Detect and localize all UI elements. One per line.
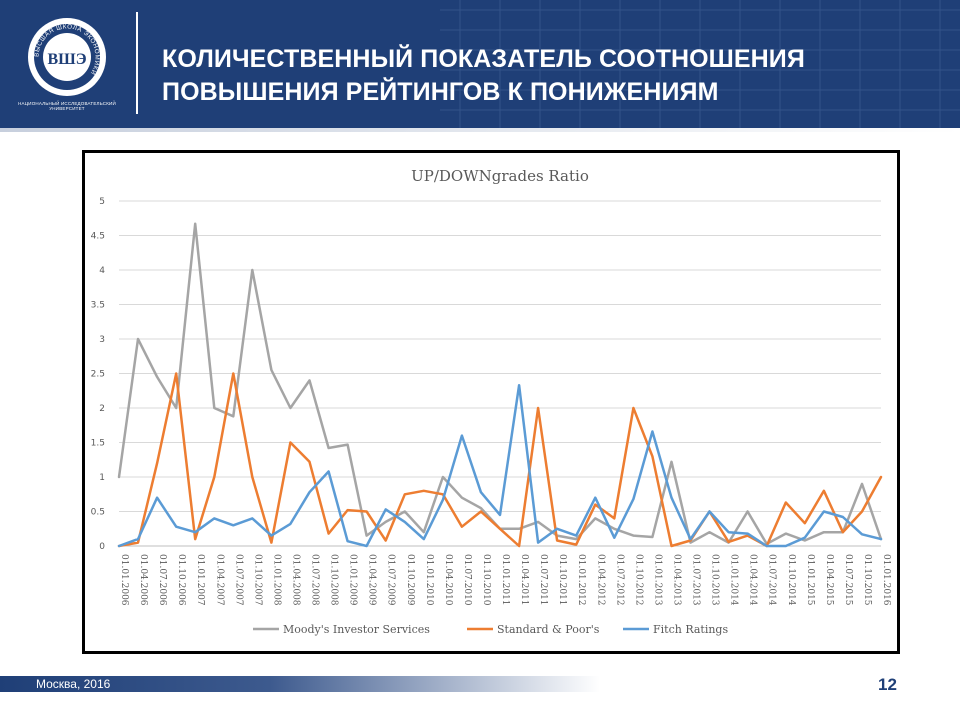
x-tick-label: 01.10.2011 (557, 554, 567, 606)
y-tick-label: 3.5 (91, 301, 105, 311)
x-tick-label: 01.10.2008 (329, 554, 339, 606)
x-tick-label: 01.04.2012 (595, 554, 605, 606)
x-tick-label: 01.04.2007 (214, 554, 224, 606)
y-tick-label: 4 (99, 266, 105, 276)
y-tick-label: 1.5 (91, 439, 105, 449)
y-tick-label: 1 (99, 473, 105, 483)
x-tick-label: 01.04.2015 (824, 554, 834, 606)
x-tick-label: 01.04.2006 (138, 554, 148, 606)
x-tick-label: 01.07.2010 (462, 554, 472, 606)
slide-title-line2: ПОВЫШЕНИЯ РЕЙТИНГОВ К ПОНИЖЕНИЯМ (162, 78, 719, 106)
chart-title: UP/DOWNgrades Ratio (411, 167, 589, 185)
page-number: 12 (878, 675, 897, 694)
x-tick-label: 01.07.2006 (157, 554, 167, 606)
series-line-standard-poor-s (117, 372, 883, 548)
x-tick-label: 01.07.2015 (843, 554, 853, 606)
x-tick-label: 01.10.2010 (481, 554, 491, 606)
x-tick-label: 01.04.2014 (748, 554, 758, 606)
chart-frame: UP/DOWNgrades Ratio 0 0.5 1 1.5 2 2.5 3 3.5 4 4.5 5… (82, 150, 900, 654)
y-tick-label: 5 (99, 197, 105, 207)
x-tick-label: 01.07.2012 (614, 554, 624, 606)
x-tick-label: 01.07.2008 (310, 554, 320, 606)
x-tick-label: 01.10.2013 (710, 554, 720, 606)
logo-caption: НАЦИОНАЛЬНЫЙ ИССЛЕДОВАТЕЛЬСКИЙ УНИВЕРСИТ… (18, 101, 116, 111)
x-tick-label: 01.07.2007 (233, 554, 243, 606)
x-tick-label: 01.07.2011 (538, 554, 548, 606)
x-tick-label: 01.01.2013 (652, 554, 662, 606)
footer-city-year: Москва, 2016 (36, 677, 111, 691)
x-tick-label: 01.04.2008 (290, 554, 300, 606)
x-tick-label: 01.04.2010 (443, 554, 453, 606)
slide-title: КОЛИЧЕСТВЕННЫЙ ПОКАЗАТЕЛЬ СООТНОШЕНИЯ ПО… (162, 43, 922, 109)
x-tick-label: 01.01.2006 (119, 554, 129, 606)
series-line-moody-s-investor-services (117, 222, 883, 546)
x-tick-label: 01.07.2013 (691, 554, 701, 606)
header-grid-pattern (440, 0, 960, 128)
hse-logo: ВЫСШАЯ ШКОЛА ЭКОНОМИКИ ВШЭ (28, 18, 106, 96)
y-tick-label: 0.5 (91, 508, 105, 518)
slide-header: ВЫСШАЯ ШКОЛА ЭКОНОМИКИ ВШЭ НАЦИОНАЛЬНЫЙ … (0, 0, 960, 128)
x-tick-label: 01.01.2008 (271, 554, 281, 606)
x-tick-label: 01.10.2006 (176, 554, 186, 606)
logo-letters: ВШЭ (47, 51, 86, 68)
footer-bar (0, 676, 600, 692)
x-tick-label: 01.01.2011 (500, 554, 510, 606)
y-tick-label: 4.5 (91, 232, 105, 242)
y-tick-label: 2.5 (91, 370, 105, 380)
x-tick-label: 01.10.2014 (786, 554, 796, 606)
header-divider (136, 12, 138, 114)
x-tick-label: 01.10.2012 (633, 554, 643, 606)
legend-label: Moody's Investor Services (283, 623, 430, 636)
x-tick-label: 01.01.2015 (805, 554, 815, 606)
x-tick-label: 01.01.2016 (881, 554, 891, 606)
y-tick-label: 3 (99, 335, 105, 345)
line-chart: UP/DOWNgrades Ratio 0 0.5 1 1.5 2 2.5 3 3.5 4 4.5 5… (91, 167, 891, 636)
x-tick-label: 01.01.2010 (424, 554, 434, 606)
y-tick-label: 0 (99, 542, 105, 552)
x-tick-label: 01.01.2007 (195, 554, 205, 606)
legend-label: Fitch Ratings (653, 623, 728, 636)
series-line-fitch-ratings (117, 383, 883, 548)
x-tick-label: 01.07.2009 (386, 554, 396, 606)
x-tick-label: 01.10.2007 (252, 554, 262, 606)
x-tick-label: 01.10.2015 (862, 554, 872, 606)
x-tick-label: 01.04.2013 (671, 554, 681, 606)
slide-title-line1: КОЛИЧЕСТВЕННЫЙ ПОКАЗАТЕЛЬ СООТНОШЕНИЯ (162, 45, 805, 73)
x-tick-label: 01.04.2009 (367, 554, 377, 606)
x-tick-label: 01.01.2012 (576, 554, 586, 606)
x-tick-label: 01.01.2009 (348, 554, 358, 606)
x-tick-label: 01.07.2014 (767, 554, 777, 606)
x-tick-label: 01.10.2009 (405, 554, 415, 606)
x-tick-label: 01.01.2014 (729, 554, 739, 606)
y-tick-label: 2 (99, 404, 105, 414)
header-stripe (0, 128, 960, 132)
legend-label: Standard & Poor's (497, 623, 600, 636)
x-tick-label: 01.04.2011 (519, 554, 529, 606)
